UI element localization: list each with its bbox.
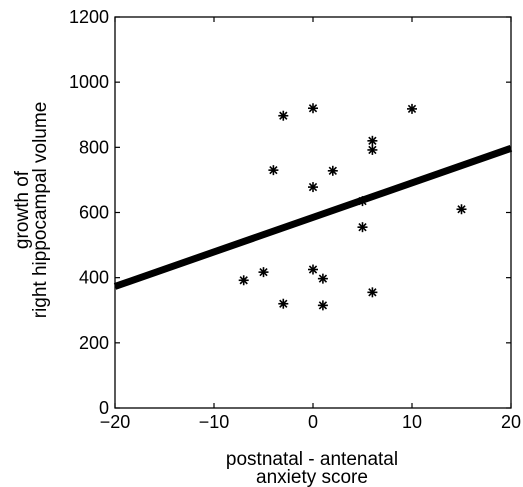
y-tick-label: 0 [99, 398, 109, 418]
data-point [357, 196, 368, 207]
y-tick-label: 800 [79, 137, 109, 157]
data-point [278, 110, 289, 121]
data-point [357, 222, 368, 233]
data-point [407, 103, 417, 114]
y-tick-label: 200 [79, 333, 109, 353]
y-axis-label: right hippocampal volume [30, 102, 51, 319]
y-tick-label: 1200 [69, 7, 109, 27]
y-axis: 0 200 400 600 800 1000 1200 [69, 7, 511, 418]
data-point [308, 182, 318, 193]
plot-area [113, 16, 513, 409]
data-point [317, 300, 328, 311]
x-axis-label: anxiety score [256, 467, 368, 487]
data-point [278, 298, 289, 309]
data-point [327, 165, 338, 176]
x-tick-label: 10 [402, 412, 422, 432]
data-point [367, 144, 378, 155]
data-point [258, 267, 269, 278]
data-point [456, 204, 467, 215]
data-point [367, 287, 378, 298]
y-tick-label: 400 [79, 268, 109, 288]
x-tick-label: −20 [100, 412, 131, 432]
data-point [367, 135, 378, 146]
y-tick-label: 600 [79, 203, 109, 223]
x-tick-label: −10 [199, 412, 230, 432]
x-axis-label: postnatal - antenatal [226, 449, 398, 470]
regression-line [113, 145, 513, 290]
x-tick-label: 20 [501, 412, 521, 432]
data-point [308, 103, 318, 114]
data-point [238, 275, 249, 286]
x-axis: −20 −10 0 10 20 [100, 17, 521, 432]
data-point [268, 165, 279, 176]
y-tick-label: 1000 [69, 72, 109, 92]
data-point [317, 273, 328, 284]
plot-frame [114, 16, 512, 409]
data-point [308, 264, 318, 275]
y-axis-label: growth of [12, 170, 33, 249]
x-tick-label: 0 [308, 412, 318, 432]
